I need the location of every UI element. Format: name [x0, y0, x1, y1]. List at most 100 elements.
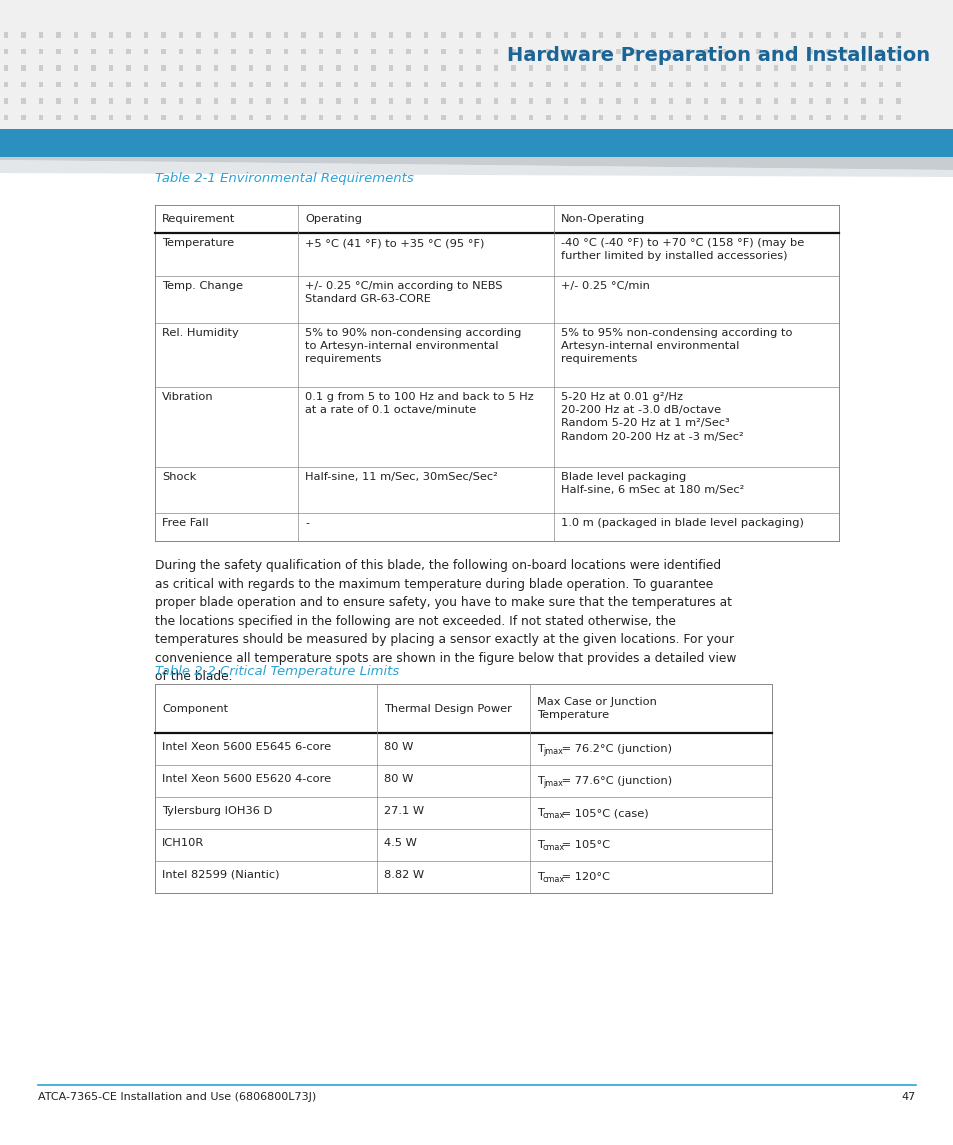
Bar: [406, 114, 411, 120]
Text: Table 2-1 Environmental Requirements: Table 2-1 Environmental Requirements: [154, 172, 414, 185]
Bar: [144, 114, 149, 120]
Text: Thermal Design Power: Thermal Design Power: [384, 703, 512, 713]
Bar: [878, 65, 882, 71]
Bar: [686, 98, 690, 103]
Bar: [529, 81, 533, 87]
Bar: [318, 65, 323, 71]
Bar: [74, 48, 78, 54]
Bar: [476, 114, 480, 120]
Text: T: T: [537, 808, 543, 819]
Bar: [22, 32, 26, 38]
Bar: [91, 48, 96, 54]
Bar: [39, 98, 44, 103]
Bar: [144, 98, 149, 103]
Bar: [0, 129, 953, 157]
Bar: [318, 32, 323, 38]
Bar: [423, 81, 428, 87]
Text: 47: 47: [901, 1092, 915, 1101]
Text: 5-20 Hz at 0.01 g²/Hz
20-200 Hz at -3.0 dB/octave
Random 5-20 Hz at 1 m²/Sec³
Ra: 5-20 Hz at 0.01 g²/Hz 20-200 Hz at -3.0 …: [560, 392, 742, 442]
Bar: [616, 114, 620, 120]
Bar: [144, 81, 149, 87]
Bar: [284, 98, 288, 103]
Bar: [529, 65, 533, 71]
Bar: [598, 65, 603, 71]
Bar: [703, 48, 708, 54]
Bar: [196, 48, 201, 54]
Bar: [616, 98, 620, 103]
Bar: [896, 48, 900, 54]
Bar: [249, 81, 253, 87]
Bar: [318, 114, 323, 120]
Bar: [406, 48, 411, 54]
Bar: [861, 114, 865, 120]
Text: = 76.2°C (junction): = 76.2°C (junction): [558, 744, 671, 755]
Bar: [406, 65, 411, 71]
Bar: [39, 81, 44, 87]
Text: 0.1 g from 5 to 100 Hz and back to 5 Hz
at a rate of 0.1 octave/minute: 0.1 g from 5 to 100 Hz and back to 5 Hz …: [305, 392, 533, 416]
Bar: [284, 48, 288, 54]
Bar: [127, 114, 131, 120]
Bar: [22, 81, 26, 87]
Bar: [686, 81, 690, 87]
Text: 5% to 90% non-condensing according
to Artesyn-internal environmental
requirement: 5% to 90% non-condensing according to Ar…: [305, 327, 521, 364]
Text: Table 2-2 Critical Temperature Limits: Table 2-2 Critical Temperature Limits: [154, 665, 399, 679]
Bar: [301, 81, 306, 87]
Bar: [179, 32, 183, 38]
Bar: [581, 81, 585, 87]
Bar: [56, 32, 61, 38]
Text: cmax: cmax: [542, 876, 564, 884]
Bar: [109, 114, 113, 120]
Bar: [651, 65, 656, 71]
Bar: [161, 65, 166, 71]
Bar: [703, 32, 708, 38]
Bar: [529, 32, 533, 38]
Text: 1.0 m (packaged in blade level packaging): 1.0 m (packaged in blade level packaging…: [560, 518, 803, 528]
Bar: [249, 65, 253, 71]
Bar: [74, 65, 78, 71]
Bar: [878, 81, 882, 87]
Bar: [74, 81, 78, 87]
Bar: [91, 114, 96, 120]
Bar: [634, 65, 638, 71]
Bar: [703, 98, 708, 103]
Bar: [825, 114, 830, 120]
Bar: [896, 114, 900, 120]
Bar: [756, 114, 760, 120]
Polygon shape: [0, 157, 953, 169]
Bar: [266, 98, 271, 103]
Bar: [232, 114, 235, 120]
Bar: [74, 98, 78, 103]
Bar: [266, 114, 271, 120]
Bar: [301, 32, 306, 38]
Bar: [389, 81, 393, 87]
Text: ICH10R: ICH10R: [162, 837, 204, 847]
Bar: [531, 862, 770, 892]
Bar: [598, 32, 603, 38]
Bar: [825, 81, 830, 87]
Bar: [161, 81, 166, 87]
Bar: [668, 98, 673, 103]
Bar: [843, 98, 847, 103]
Bar: [284, 81, 288, 87]
Bar: [196, 32, 201, 38]
Bar: [74, 114, 78, 120]
Text: Max Case or Junction
Temperature: Max Case or Junction Temperature: [537, 697, 657, 720]
Bar: [739, 32, 742, 38]
Bar: [668, 48, 673, 54]
Bar: [144, 32, 149, 38]
Bar: [739, 48, 742, 54]
Bar: [144, 48, 149, 54]
Bar: [127, 32, 131, 38]
Bar: [756, 81, 760, 87]
Bar: [598, 48, 603, 54]
Bar: [529, 114, 533, 120]
Bar: [703, 114, 708, 120]
Text: Shock: Shock: [162, 472, 196, 482]
Bar: [563, 114, 568, 120]
Bar: [74, 32, 78, 38]
Bar: [511, 114, 516, 120]
Text: T: T: [537, 840, 543, 851]
Bar: [703, 65, 708, 71]
Bar: [773, 48, 778, 54]
Bar: [354, 65, 358, 71]
